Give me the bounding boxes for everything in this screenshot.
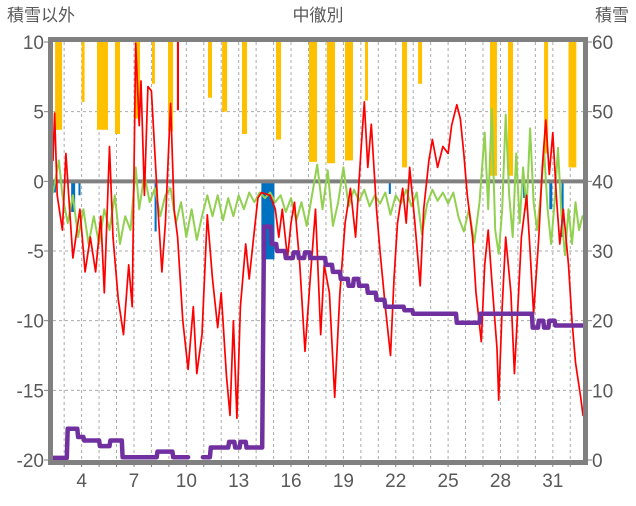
left-axis-title: 積雪以外 <box>7 6 75 25</box>
orange_bars_from_top-bar <box>222 42 228 112</box>
right-axis-ticklabel: 10 <box>592 381 613 402</box>
x-axis-ticklabel: 22 <box>385 471 406 492</box>
right-axis-ticklabel: 40 <box>592 172 613 193</box>
red_top_marks-bar <box>176 42 179 111</box>
left-axis-ticklabel: -10 <box>17 312 44 333</box>
orange_bars_from_top-bar <box>344 42 353 161</box>
x-axis-ticklabel: 4 <box>76 471 87 492</box>
left-axis-ticklabel: 10 <box>23 33 44 54</box>
blue_bars_below_zero-bar <box>549 181 553 210</box>
orange_bars_from_top-bar <box>81 42 85 102</box>
left-axis-ticklabel: -15 <box>17 381 44 402</box>
x-axis-ticklabel: 25 <box>438 471 459 492</box>
x-axis-ticklabel: 31 <box>542 471 563 492</box>
right-axis-ticklabel: 30 <box>592 242 613 263</box>
x-axis-ticklabel: 10 <box>176 471 197 492</box>
right-axis-ticklabel: 60 <box>592 33 613 54</box>
orange_bars_from_top-bar <box>276 42 282 140</box>
x-axis-ticklabel: 13 <box>228 471 249 492</box>
right-axis-title: 積雪 <box>595 6 629 25</box>
line-series <box>53 42 583 460</box>
temperature-line <box>53 42 583 420</box>
chart-title: 中徹別 <box>292 6 344 25</box>
orange_bars_from_top-bar <box>55 42 63 130</box>
right-axis-ticklabel: 50 <box>592 103 613 124</box>
right-axis-ticklabel: 0 <box>592 451 603 472</box>
plot-border-rect <box>48 37 588 465</box>
orange_bars_from_top-bar <box>309 42 318 162</box>
left-axis-ticklabel: 0 <box>33 172 44 193</box>
orange_bars_from_top-bar <box>114 42 121 134</box>
blue_bars_below_zero-bar <box>78 181 81 196</box>
orange_bars_from_top-bar <box>365 42 368 101</box>
green-line <box>53 107 583 257</box>
left-axis-ticklabel: -20 <box>17 451 44 472</box>
orange_bars_from_top-bar <box>96 42 108 130</box>
x-axis-ticklabel: 19 <box>333 471 354 492</box>
orange_bars_from_top-bar <box>151 42 155 84</box>
x-axis-ticklabel: 16 <box>280 471 301 492</box>
chart-header: 積雪以外 中徹別 積雪 <box>0 4 636 28</box>
left-axis-ticklabel: -5 <box>27 242 44 263</box>
right-axis-ticklabel: 20 <box>592 312 613 333</box>
blue_bars_below_zero-bar <box>154 181 157 232</box>
orange_bars_from_top-bar <box>544 42 549 154</box>
orange_bars_from_top-bar <box>168 42 174 132</box>
orange_bars_from_top-bar <box>326 42 336 164</box>
orange_bars_from_top-bar <box>507 42 514 176</box>
orange_bars_from_top-bar <box>418 42 423 84</box>
snow-depth-line <box>200 224 583 460</box>
orange_bars_from_top-bar <box>402 42 408 168</box>
blue_bars_below_zero-bar <box>388 181 391 194</box>
orange_bars_from_top-bar <box>241 42 248 134</box>
plot-border <box>44 37 592 467</box>
gridlines <box>53 42 583 460</box>
x-axis-ticklabel: 7 <box>129 471 140 492</box>
orange_bars_from_top-bar <box>568 42 577 168</box>
orange_bars_from_top-bar <box>207 42 212 98</box>
snow-depth-line <box>53 426 191 460</box>
orange_bars_from_top-bar <box>489 42 497 176</box>
left-axis-ticklabel: 5 <box>33 103 44 124</box>
x-axis-ticklabel: 28 <box>490 471 511 492</box>
